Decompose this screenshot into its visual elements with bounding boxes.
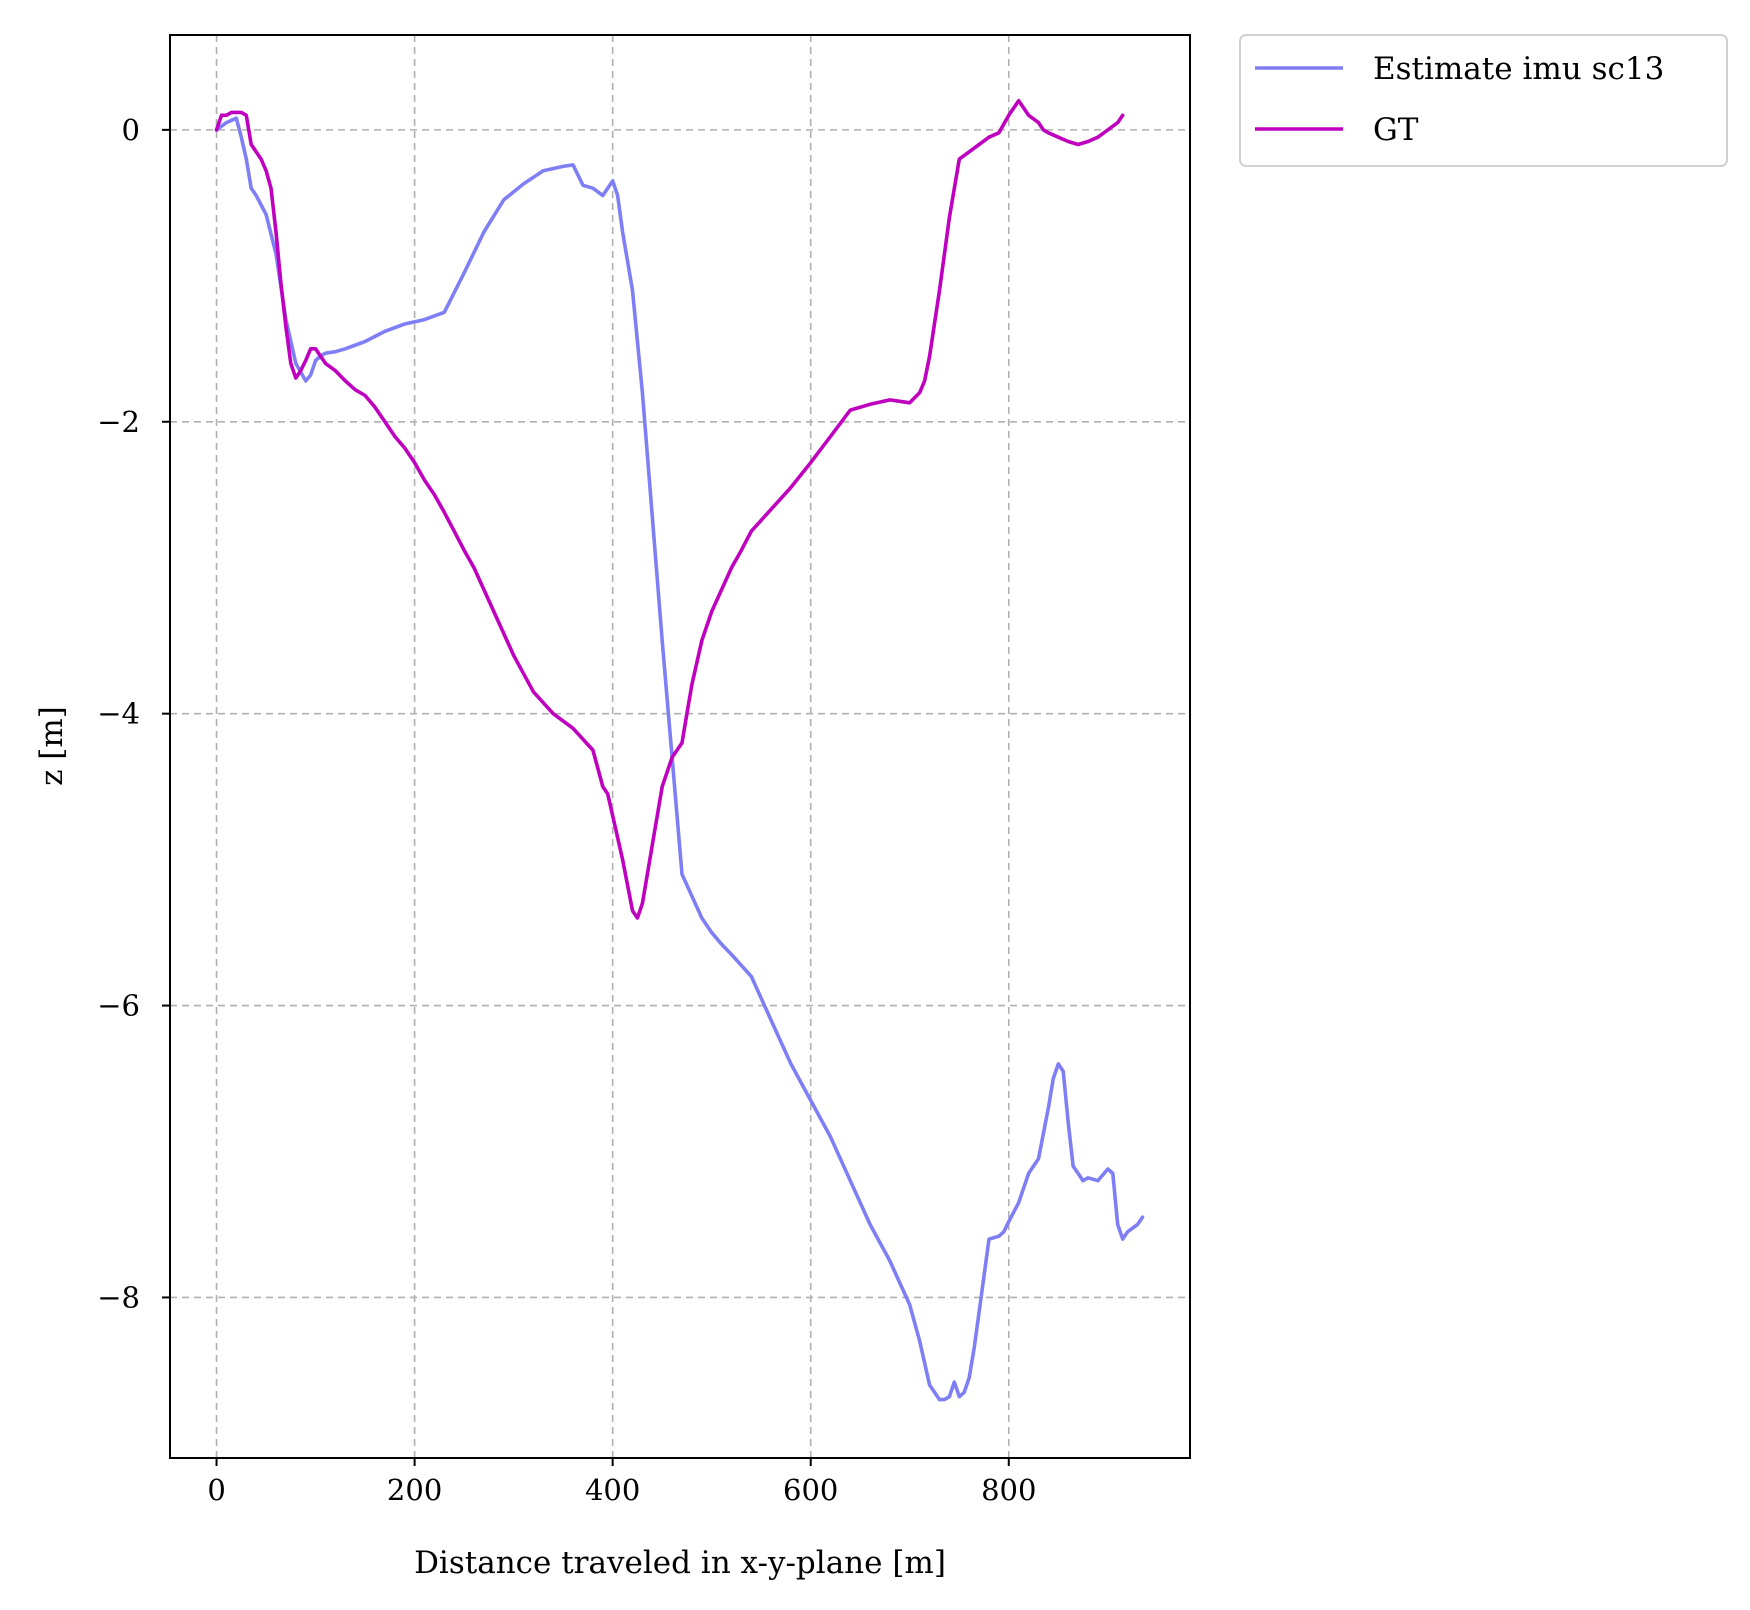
series-line-gt	[214, 98, 1125, 920]
legend-label-gt: GT	[1373, 112, 1419, 148]
y-tick-label: −4	[97, 697, 140, 731]
y-tick-label: −2	[97, 405, 140, 439]
y-tick-label: −8	[97, 1280, 140, 1314]
x-axis-label: Distance traveled in x-y-plane [m]	[414, 1545, 946, 1581]
y-axis-ticks: 0 −2 −4 −6 −8	[97, 113, 170, 1314]
x-tick-label: 200	[387, 1473, 442, 1507]
y-axis-label: z [m]	[34, 706, 70, 786]
x-tick-label: 400	[585, 1473, 640, 1507]
x-tick-label: 600	[783, 1473, 838, 1507]
legend-box	[1239, 34, 1728, 167]
series-line-estimate	[214, 116, 1145, 1402]
plot-lines	[214, 98, 1145, 1402]
x-tick-label: 800	[981, 1473, 1036, 1507]
grid	[170, 35, 1190, 1458]
y-tick-label: 0	[122, 113, 140, 147]
y-tick-label: −6	[97, 989, 140, 1023]
legend: Estimate imu sc13 GT	[1239, 34, 1728, 167]
legend-label-estimate: Estimate imu sc13	[1373, 51, 1664, 87]
plot-frame	[169, 34, 1191, 1459]
x-tick-label: 0	[207, 1473, 225, 1507]
x-axis-ticks: 0 200 400 600 800	[207, 1458, 1036, 1507]
